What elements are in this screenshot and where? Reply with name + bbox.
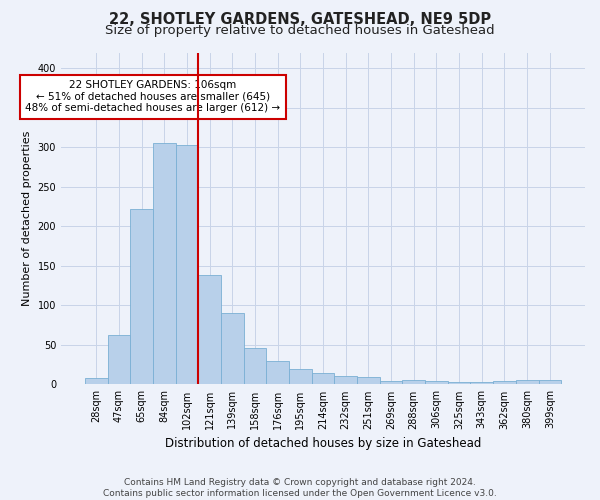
Bar [85, 378, 107, 384]
Bar [516, 380, 539, 384]
Bar [107, 334, 130, 384]
Bar [380, 382, 403, 384]
Bar [266, 360, 289, 384]
Bar [403, 380, 425, 384]
Bar [289, 370, 311, 384]
Text: 22 SHOTLEY GARDENS: 106sqm
← 51% of detached houses are smaller (645)
48% of sem: 22 SHOTLEY GARDENS: 106sqm ← 51% of deta… [25, 80, 280, 114]
Text: 22, SHOTLEY GARDENS, GATESHEAD, NE9 5DP: 22, SHOTLEY GARDENS, GATESHEAD, NE9 5DP [109, 12, 491, 28]
Bar [198, 274, 221, 384]
Bar [334, 376, 357, 384]
X-axis label: Distribution of detached houses by size in Gateshead: Distribution of detached houses by size … [165, 437, 481, 450]
Bar [357, 376, 380, 384]
Bar [153, 142, 176, 384]
Bar [176, 145, 198, 384]
Bar [130, 209, 153, 384]
Bar [493, 382, 516, 384]
Bar [470, 382, 493, 384]
Text: Contains HM Land Registry data © Crown copyright and database right 2024.
Contai: Contains HM Land Registry data © Crown c… [103, 478, 497, 498]
Bar [221, 314, 244, 384]
Bar [448, 382, 470, 384]
Bar [244, 348, 266, 385]
Y-axis label: Number of detached properties: Number of detached properties [22, 131, 32, 306]
Bar [539, 380, 561, 384]
Bar [425, 382, 448, 384]
Bar [311, 374, 334, 384]
Text: Size of property relative to detached houses in Gateshead: Size of property relative to detached ho… [105, 24, 495, 37]
